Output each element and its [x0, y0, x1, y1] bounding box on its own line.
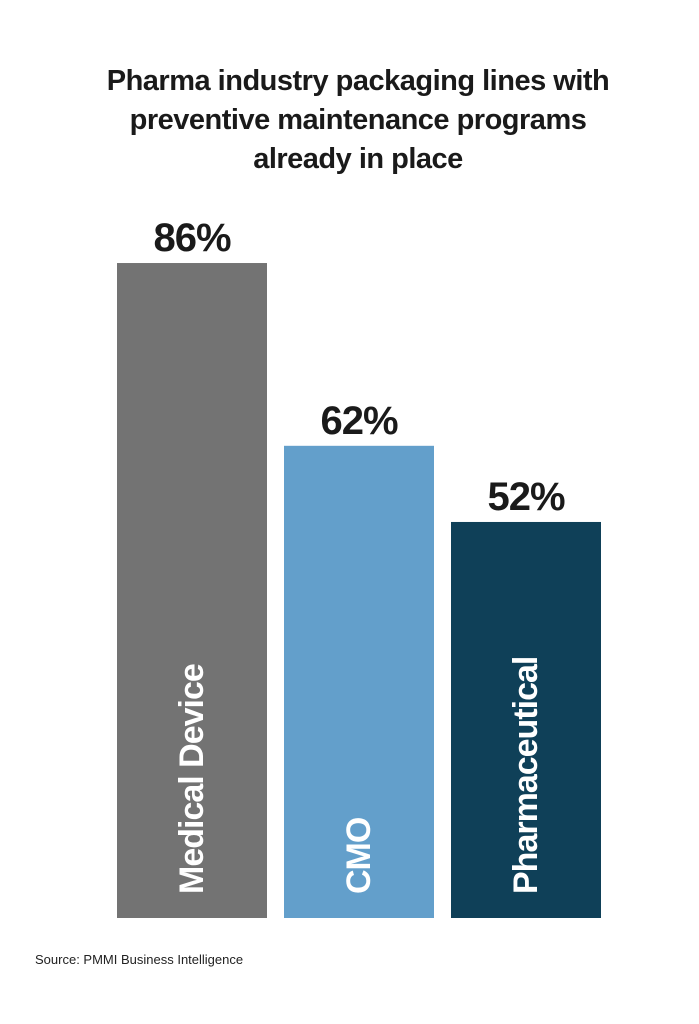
category-label: Medical Device: [173, 664, 211, 894]
chart-title: Pharma industry packaging lines with pre…: [106, 65, 610, 175]
source-note: Source: PMMI Business Intelligence: [35, 952, 244, 967]
bar: [451, 521, 601, 918]
bar: [117, 263, 267, 918]
value-label: 86%: [153, 216, 230, 260]
category-label: CMO: [340, 817, 378, 894]
category-label: Pharmaceutical: [507, 657, 545, 894]
bar: [284, 445, 434, 918]
value-label: 62%: [320, 399, 397, 443]
value-label: 52%: [487, 475, 564, 519]
